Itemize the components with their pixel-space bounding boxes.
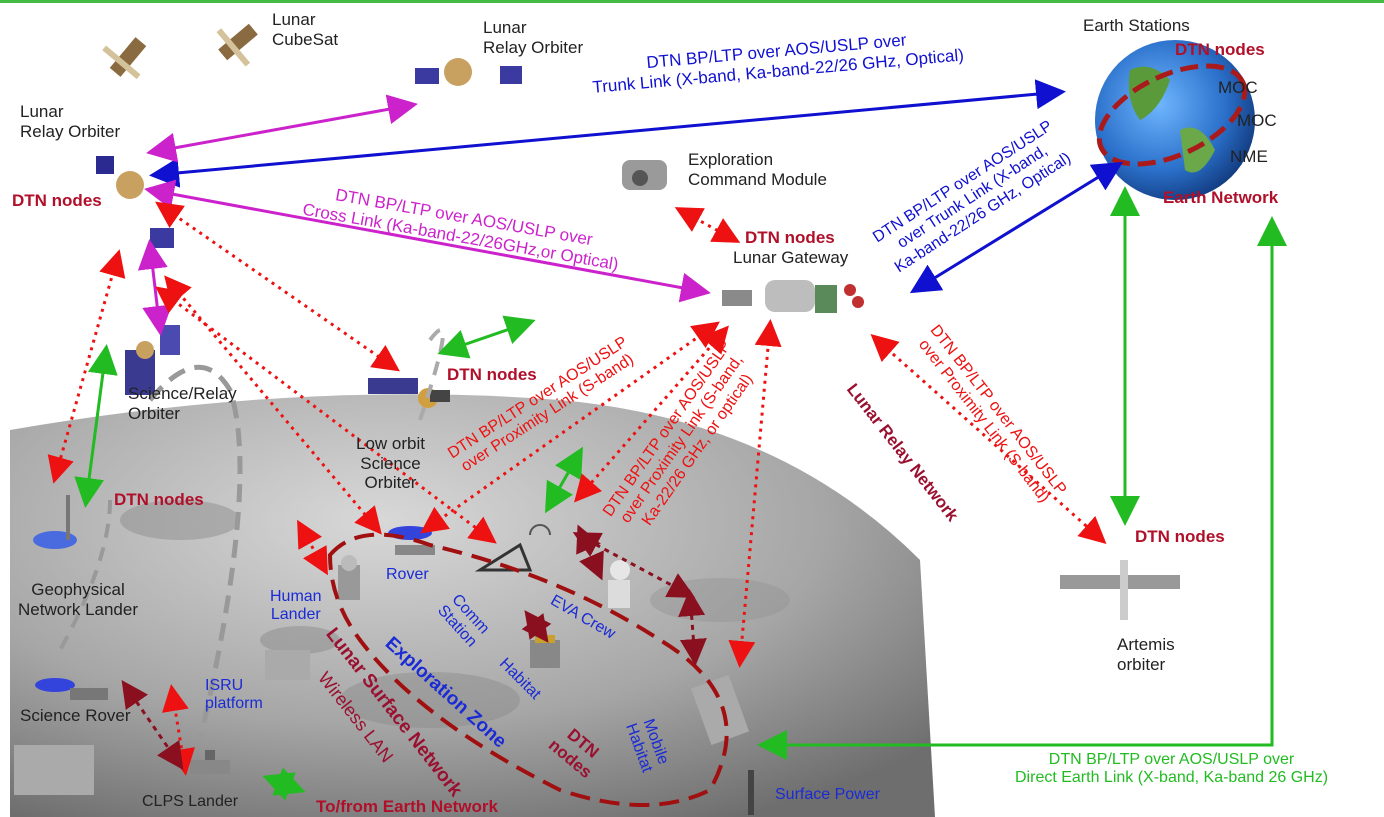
science-rover-label: Science Rover bbox=[20, 706, 131, 725]
command-module bbox=[622, 160, 667, 190]
direct-earth-link-label: DTN BP/LTP over AOS/USLP over Direct Ear… bbox=[1015, 751, 1329, 787]
clps-lander-shape bbox=[190, 750, 230, 774]
human-lander-shape bbox=[338, 555, 360, 600]
isru-shape bbox=[265, 650, 310, 680]
dtn-nodes-low-orbit-label: DTN nodes bbox=[447, 365, 537, 384]
dtn-nodes-artemis-label: DTN nodes bbox=[1135, 527, 1225, 546]
isru-platform-label: ISRU platform bbox=[205, 677, 263, 713]
dtn-nodes-gateway-label: DTN nodes bbox=[745, 228, 835, 247]
artemis-orbiter-shape bbox=[1060, 560, 1180, 620]
other-rover-shape bbox=[14, 745, 94, 795]
human-lander-label: Human Lander bbox=[270, 588, 322, 624]
clps-lander-label: CLPS Lander bbox=[142, 793, 239, 810]
exploration-command-module-label: Exploration Command Module bbox=[688, 150, 827, 189]
gateway-station bbox=[722, 280, 864, 313]
surface-power-label: Surface Power bbox=[775, 786, 880, 803]
dtn-nodes-left-label: DTN nodes bbox=[12, 191, 102, 210]
rover-label: Rover bbox=[386, 566, 429, 583]
science-rover-shape bbox=[35, 678, 108, 700]
lunar-cubesat-label: Lunar CubeSat bbox=[272, 10, 339, 49]
mobile-habitat-shape bbox=[690, 674, 750, 746]
relay-orbiter-left bbox=[96, 156, 174, 248]
lunar-relay-orbiter-left-label: Lunar Relay Orbiter bbox=[20, 102, 121, 141]
lunar-relay-orbiter-top-label: Lunar Relay Orbiter bbox=[483, 18, 584, 57]
nme-label: NME bbox=[1230, 147, 1268, 166]
low-orbit-science-orbiter-label: Low orbit Science Orbiter bbox=[356, 434, 425, 493]
relay-orbiter-top bbox=[415, 58, 522, 86]
exploration-zone-outline bbox=[327, 532, 729, 807]
cubesat-2 bbox=[216, 23, 258, 67]
moc-label-2: MOC bbox=[1237, 111, 1277, 130]
dtn-nodes-earth-label: DTN nodes bbox=[1175, 40, 1265, 59]
moc-label-1: MOC bbox=[1218, 78, 1258, 97]
geophysical-network-lander-label: Geophysical Network Lander bbox=[18, 580, 139, 619]
artemis-orbiter-label: Artemis orbiter bbox=[1117, 635, 1175, 674]
to-from-earth-network-label: To/from Earth Network bbox=[316, 797, 498, 816]
cubesat-1 bbox=[102, 37, 147, 80]
science-relay-orbiter-label: Science/Relay Orbiter bbox=[128, 384, 237, 423]
geophysical-lander-shape bbox=[33, 495, 77, 549]
dtn-nodes-geophysical-label: DTN nodes bbox=[114, 490, 204, 509]
eva-crew-shape bbox=[608, 560, 630, 608]
earth-stations-label: Earth Stations bbox=[1083, 16, 1190, 35]
earth-network-label: Earth Network bbox=[1163, 188, 1279, 207]
lunar-gateway-label: Lunar Gateway bbox=[733, 248, 849, 267]
surface-power-shape bbox=[748, 770, 754, 815]
